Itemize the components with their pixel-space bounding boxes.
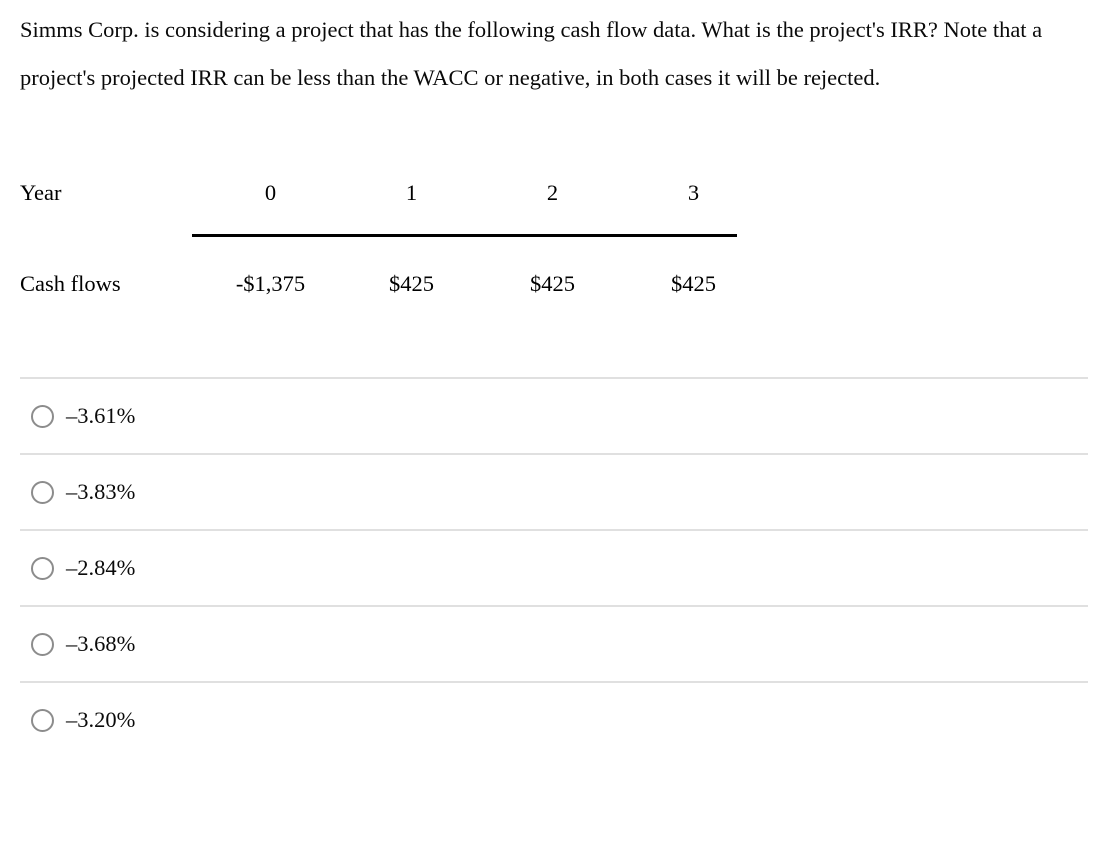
year-value-0: 0 <box>264 180 277 205</box>
answer-option-label: –3.20% <box>66 707 136 732</box>
year-value-1: 1 <box>405 180 418 205</box>
cashflow-value-2: $425 <box>530 271 575 296</box>
answer-option-3[interactable]: –2.84% <box>20 529 1088 605</box>
cashflow-table: Year 0 1 2 3 Cash flows -$1,375 $425 $42… <box>0 173 1102 304</box>
answer-options: –3.61% –3.83% –2.84% –3.68% –3.20% <box>0 377 1102 757</box>
cashflows-row-label: Cash flows <box>20 271 121 296</box>
year-row-label: Year <box>20 180 62 205</box>
answer-option-label: –2.84% <box>66 555 136 580</box>
year-value-3: 3 <box>687 180 700 205</box>
table-rule <box>192 234 737 237</box>
answer-option-5[interactable]: –3.20% <box>20 681 1088 757</box>
cashflows-row: Cash flows -$1,375 $425 $425 $425 <box>0 264 1102 304</box>
answer-option-4[interactable]: –3.68% <box>20 605 1088 681</box>
answer-option-2[interactable]: –3.83% <box>20 453 1088 529</box>
year-row: Year 0 1 2 3 <box>0 173 1102 213</box>
radio-button-icon[interactable] <box>31 556 54 580</box>
answer-option-label: –3.83% <box>66 479 136 504</box>
question-text: Simms Corp. is considering a project tha… <box>20 17 1043 90</box>
radio-button-icon[interactable] <box>31 480 54 504</box>
answer-option-label: –3.61% <box>66 403 136 428</box>
radio-button-icon[interactable] <box>31 632 54 656</box>
radio-button-icon[interactable] <box>31 404 54 428</box>
cashflow-value-1: $425 <box>389 271 434 296</box>
answer-option-1[interactable]: –3.61% <box>20 377 1088 453</box>
radio-button-icon[interactable] <box>31 708 54 732</box>
year-value-2: 2 <box>546 180 559 205</box>
cashflow-value-0: -$1,375 <box>235 271 306 296</box>
answer-option-label: –3.68% <box>66 631 136 656</box>
cashflow-value-3: $425 <box>671 271 716 296</box>
